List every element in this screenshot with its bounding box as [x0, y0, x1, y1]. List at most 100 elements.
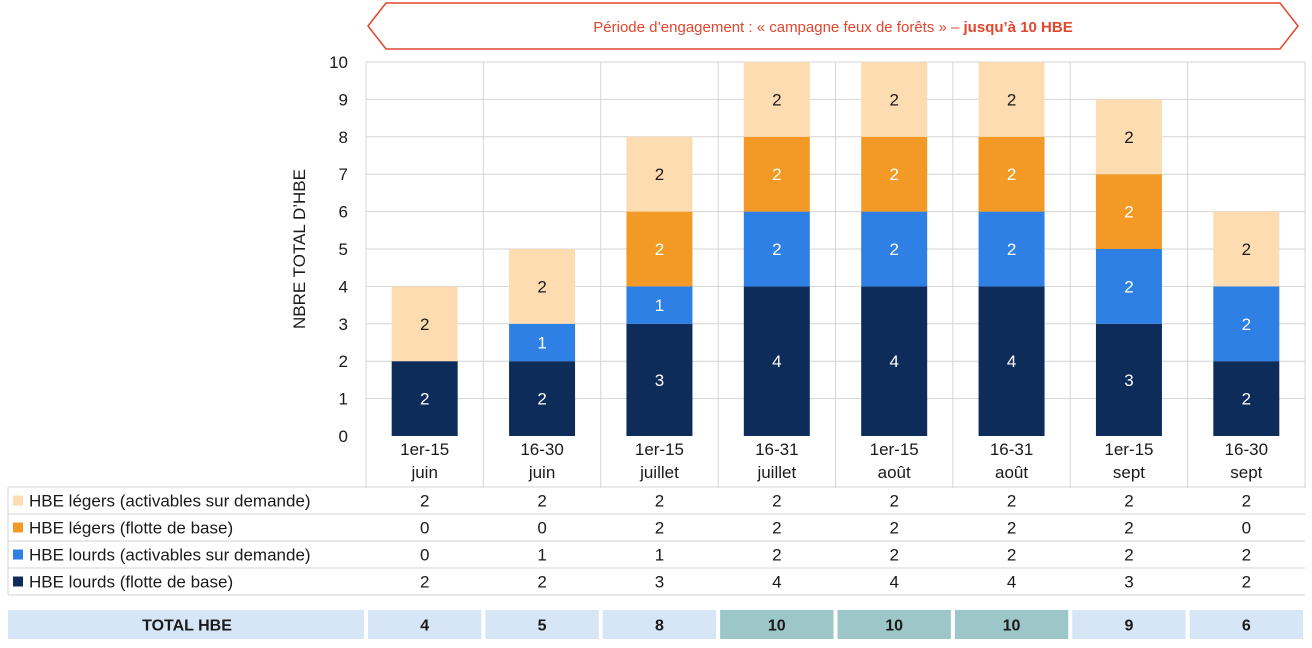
bar-data-label: 2: [1124, 277, 1133, 296]
x-category-label: août: [878, 463, 911, 482]
x-category-label: 16-31: [755, 440, 798, 459]
bar-data-label: 2: [1124, 203, 1133, 222]
bar-data-label: 2: [772, 90, 781, 109]
bar-segment: [1095, 99, 1162, 175]
total-cell: [720, 610, 834, 639]
bar-segment: [743, 136, 810, 212]
total-cell: [837, 610, 951, 639]
bar-segment: [861, 286, 928, 436]
bar-data-label: 2: [1242, 315, 1251, 334]
y-tick-label: 1: [339, 390, 348, 409]
table-cell-value: 2: [772, 492, 781, 511]
bar-segment: [626, 136, 693, 212]
y-tick-label: 4: [339, 277, 348, 296]
bar-segment: [509, 361, 576, 436]
total-value: 4: [420, 618, 429, 635]
table-cell-value: 0: [1242, 519, 1251, 538]
bar-data-label: 3: [655, 371, 664, 390]
bar-series: 2 2 2 1 2 3 1 2 2 4 2 2 2 4 2 2 2 4 2 2 2 3 2 2 2 2 2 2: [391, 62, 1280, 436]
x-category-label: 16-31: [990, 440, 1033, 459]
legend-series-name: HBE légers (flotte de base): [29, 519, 233, 538]
table-cell-value: 1: [655, 546, 664, 565]
bar-data-label: 1: [537, 334, 546, 353]
banner-arrow-shape: [367, 2, 1299, 50]
bar-data-label: 2: [1007, 90, 1016, 109]
bar-segment: [978, 211, 1045, 287]
x-category-label: juin: [528, 463, 555, 482]
total-cell: [602, 610, 717, 639]
x-category-label: sept: [1113, 463, 1145, 482]
total-value: 5: [538, 618, 547, 635]
x-category-label: 16-30: [1225, 440, 1268, 459]
bar-data-label: 2: [655, 240, 664, 259]
x-category-label: juin: [410, 463, 437, 482]
y-tick-label: 0: [339, 427, 348, 446]
total-cell: [1072, 610, 1186, 639]
bar-data-label: 2: [889, 165, 898, 184]
bar-segment: [509, 323, 576, 362]
total-label-cell: [8, 610, 364, 639]
bar-segment: [1213, 211, 1280, 287]
total-value: 9: [1124, 618, 1133, 635]
bar-segment: [626, 323, 693, 436]
bar-segment: [978, 62, 1045, 137]
bar-segment: [1095, 249, 1162, 324]
bar-segment: [861, 211, 928, 287]
table-cell-value: 0: [420, 519, 429, 538]
table-cell-value: 0: [420, 546, 429, 565]
table-cell-value: 2: [1124, 546, 1133, 565]
y-tick-label: 10: [329, 53, 348, 72]
table-cell-value: 4: [1007, 573, 1016, 592]
bar-segment: [978, 286, 1045, 436]
bar-segment: [1095, 174, 1162, 249]
total-row: TOTAL HBE 4 5 8 10 10 10 9 6: [8, 610, 1303, 639]
legend-swatch: [13, 576, 23, 587]
bar-segment: [978, 136, 1045, 212]
bar-data-label: 2: [1242, 240, 1251, 259]
total-cell: [954, 610, 1069, 639]
table-cell-value: 2: [889, 546, 898, 565]
table-cell-value: 4: [889, 573, 898, 592]
table-cell-value: 2: [537, 573, 546, 592]
bar-segment: [743, 62, 810, 137]
table-cell-value: 2: [1242, 492, 1251, 511]
x-category-label: 1er-15: [1104, 440, 1153, 459]
bar-segment: [743, 286, 810, 436]
total-value: 6: [1242, 618, 1251, 635]
bar-data-label: 2: [772, 240, 781, 259]
bar-data-label: 2: [420, 315, 429, 334]
table-cell-value: 1: [537, 546, 546, 565]
table-cell-value: 3: [1124, 573, 1133, 592]
x-category-label: juillet: [756, 463, 796, 482]
table-cell-value: 2: [889, 492, 898, 511]
table-cell-value: 2: [889, 519, 898, 538]
data-table: HBE légers (activables sur demande) 2 2 2 2 2…: [7, 486, 1305, 596]
bar-data-label: 2: [889, 90, 898, 109]
bar-segment: [1213, 286, 1280, 362]
x-axis-categories: 1er-15 juin 16-30 juin 1er-15 juillet 16-31 jui…: [400, 440, 1268, 482]
table-cell-value: 2: [772, 546, 781, 565]
total-value: 10: [768, 618, 786, 635]
x-category-label: 1er-15: [870, 440, 919, 459]
bar-data-label: 2: [1007, 240, 1016, 259]
y-tick-label: 6: [339, 203, 348, 222]
chart-grid: [365, 61, 1306, 488]
y-tick-label: 2: [339, 352, 348, 371]
table-cell-value: 2: [420, 492, 429, 511]
table-cell-value: 2: [1007, 546, 1016, 565]
table-cell-value: 3: [655, 573, 664, 592]
bar-data-label: 2: [889, 240, 898, 259]
bar-segment: [391, 361, 458, 436]
bar-data-label: 2: [772, 165, 781, 184]
x-category-label: 16-30: [520, 440, 563, 459]
engagement-period-banner: Période d’engagement : « campagne feux d…: [367, 2, 1299, 50]
total-cell: [1189, 610, 1303, 639]
x-category-label: sept: [1230, 463, 1262, 482]
bar-data-label: 2: [1007, 165, 1016, 184]
y-axis-label: NBRE TOTAL D’HBE: [290, 169, 309, 329]
table-cell-value: 2: [1124, 492, 1133, 511]
total-label: TOTAL HBE: [142, 618, 232, 635]
x-category-label: 1er-15: [400, 440, 449, 459]
table-cell-value: 2: [1007, 519, 1016, 538]
banner-text: Période d’engagement : « campagne feux d…: [593, 19, 1072, 36]
